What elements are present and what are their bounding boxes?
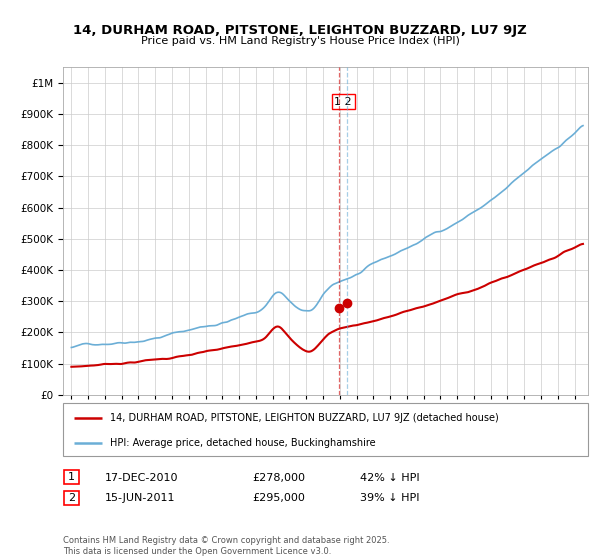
Text: Contains HM Land Registry data © Crown copyright and database right 2025.
This d: Contains HM Land Registry data © Crown c… <box>63 536 389 556</box>
Text: 15-JUN-2011: 15-JUN-2011 <box>105 493 176 503</box>
Text: 1 2: 1 2 <box>334 96 352 106</box>
Text: £278,000: £278,000 <box>252 473 305 483</box>
FancyBboxPatch shape <box>63 403 588 456</box>
Text: 14, DURHAM ROAD, PITSTONE, LEIGHTON BUZZARD, LU7 9JZ (detached house): 14, DURHAM ROAD, PITSTONE, LEIGHTON BUZZ… <box>110 413 499 423</box>
Text: 14, DURHAM ROAD, PITSTONE, LEIGHTON BUZZARD, LU7 9JZ: 14, DURHAM ROAD, PITSTONE, LEIGHTON BUZZ… <box>73 24 527 36</box>
Text: 17-DEC-2010: 17-DEC-2010 <box>105 473 179 483</box>
Text: 42% ↓ HPI: 42% ↓ HPI <box>360 473 419 483</box>
Text: 1: 1 <box>68 472 75 482</box>
FancyBboxPatch shape <box>64 470 79 484</box>
Text: 39% ↓ HPI: 39% ↓ HPI <box>360 493 419 503</box>
FancyBboxPatch shape <box>64 491 79 505</box>
Text: 2: 2 <box>68 493 75 503</box>
Text: £295,000: £295,000 <box>252 493 305 503</box>
Text: HPI: Average price, detached house, Buckinghamshire: HPI: Average price, detached house, Buck… <box>110 438 376 448</box>
Text: Price paid vs. HM Land Registry's House Price Index (HPI): Price paid vs. HM Land Registry's House … <box>140 36 460 46</box>
